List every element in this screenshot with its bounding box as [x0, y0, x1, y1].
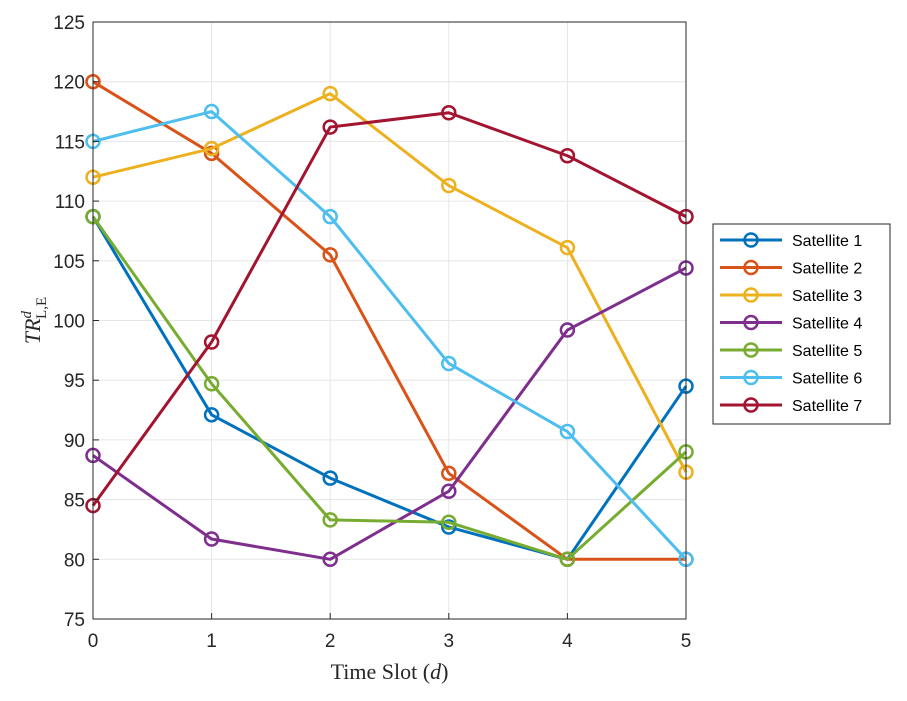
x-axis-label: Time Slot (d) [331, 659, 449, 684]
data-point [441, 514, 457, 531]
data-point [203, 145, 220, 162]
series-line [92, 92, 688, 473]
series-line [92, 266, 687, 561]
legend-marker [743, 397, 759, 413]
y-tick-label: 105 [53, 252, 85, 273]
legend-label: Satellite 1 [792, 233, 862, 250]
legend-label: Satellite 5 [792, 343, 862, 360]
legend-item-satellite-6: Satellite 6 [720, 369, 862, 388]
data-point [203, 334, 220, 350]
series-line [91, 111, 687, 507]
data-point [441, 465, 457, 482]
legend-item-satellite-5: Satellite 5 [720, 342, 862, 360]
y-tick-label: 110 [55, 192, 85, 213]
data-point [322, 247, 338, 263]
data-point [322, 512, 338, 528]
data-point [559, 239, 576, 256]
y-tick-label: 125 [53, 13, 85, 34]
data-point [203, 531, 220, 547]
series-line [92, 110, 688, 561]
data-point [322, 85, 338, 102]
data-point [559, 423, 576, 440]
legend-item-satellite-1: Satellite 1 [720, 232, 862, 250]
x-tick-label: 2 [325, 631, 336, 652]
data-point [559, 322, 576, 338]
series-line [91, 215, 688, 561]
x-tick-label: 3 [444, 631, 455, 652]
data-point [203, 376, 220, 392]
legend-marker [743, 259, 759, 276]
data-point [322, 119, 338, 135]
series-satellite-6 [85, 103, 694, 568]
legend-label: Satellite 2 [792, 261, 862, 278]
y-tick-label: 95 [64, 371, 85, 392]
y-tick-label: 100 [53, 312, 85, 333]
data-point [203, 407, 220, 423]
data-point [441, 355, 457, 372]
x-tick-label: 0 [88, 631, 99, 652]
data-point [441, 519, 457, 535]
y-tick-label: 90 [64, 431, 85, 452]
data-point [322, 470, 338, 486]
y-tick-label: 80 [64, 550, 85, 571]
data-point [203, 103, 220, 120]
legend-label: Satellite 3 [792, 288, 862, 305]
legend-marker [743, 287, 759, 303]
data-point [203, 140, 220, 157]
data-point [322, 208, 338, 225]
series-line [91, 215, 688, 561]
legend-label: Satellite 7 [792, 398, 862, 415]
y-tick-label: 75 [64, 610, 85, 631]
legend-item-satellite-3: Satellite 3 [720, 287, 862, 305]
data-point [441, 104, 457, 121]
x-tick-label: 5 [681, 631, 692, 652]
y-tick-label: 115 [55, 132, 85, 153]
series-line [92, 80, 686, 561]
data-point [441, 177, 457, 194]
legend: Satellite 1 Satellite 2 Satellite 3 Satelli… [712, 223, 891, 425]
legend-item-satellite-4: Satellite 4 [720, 314, 862, 333]
data-point [441, 483, 457, 499]
y-tick-label: 85 [64, 491, 85, 512]
y-tick-label: 120 [53, 73, 85, 94]
x-tick-label: 4 [562, 631, 573, 652]
axis-ticks: 0 1 2 3 4 5 75 80 85 90 95 100 105 110 115 120 125 [53, 13, 691, 652]
series-lines [85, 73, 694, 568]
legend-label: Satellite 6 [792, 371, 862, 388]
data-point [322, 551, 338, 568]
data-point [559, 551, 576, 568]
y-axis-label: TRdL,E [19, 297, 50, 344]
legend-marker [743, 232, 759, 248]
legend-item-satellite-7: Satellite 7 [720, 397, 862, 415]
data-point [559, 147, 576, 164]
legend-item-satellite-2: Satellite 2 [720, 259, 862, 278]
legend-label: Satellite 4 [792, 316, 862, 333]
x-tick-label: 1 [206, 631, 217, 652]
legend-marker [743, 342, 759, 358]
legend-marker [743, 369, 759, 386]
legend-marker [743, 314, 759, 331]
